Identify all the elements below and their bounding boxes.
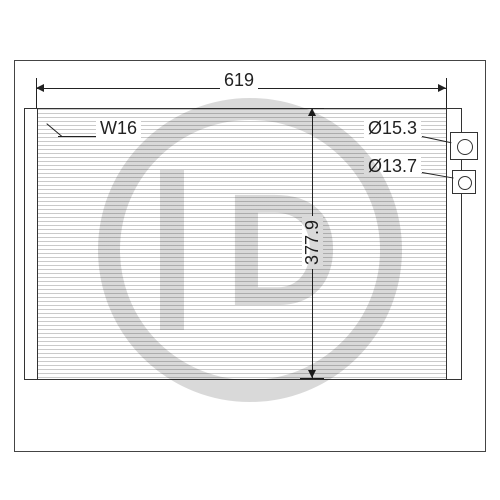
dim-height-label: 377.9 xyxy=(302,216,323,269)
callout-w16-label: W16 xyxy=(96,118,141,139)
drawing-canvas: 619 377.9 W16 Ø15.3 Ø13.7 D xyxy=(0,0,500,500)
port-bottom-hole xyxy=(458,176,472,190)
dim-height-arrow-up xyxy=(308,108,316,116)
dim-height-arrow-down xyxy=(308,370,316,378)
port-top-hole xyxy=(457,139,473,155)
dim-width-tick-right xyxy=(446,78,447,108)
dim-width-arrow-left xyxy=(36,84,44,92)
radiator-core xyxy=(36,108,448,380)
port-top-label: Ø15.3 xyxy=(364,118,421,139)
side-tank-left xyxy=(24,108,38,380)
port-top xyxy=(450,132,478,160)
callout-w16-leader-h xyxy=(58,136,96,137)
dim-width-tick-left xyxy=(36,78,37,108)
port-bottom-label: Ø13.7 xyxy=(364,156,421,177)
radiator-fins xyxy=(37,109,447,379)
dim-width-arrow-right xyxy=(438,84,446,92)
dim-width-label: 619 xyxy=(220,70,258,91)
dim-height-tick-bottom xyxy=(300,378,324,379)
port-bottom xyxy=(452,170,476,194)
